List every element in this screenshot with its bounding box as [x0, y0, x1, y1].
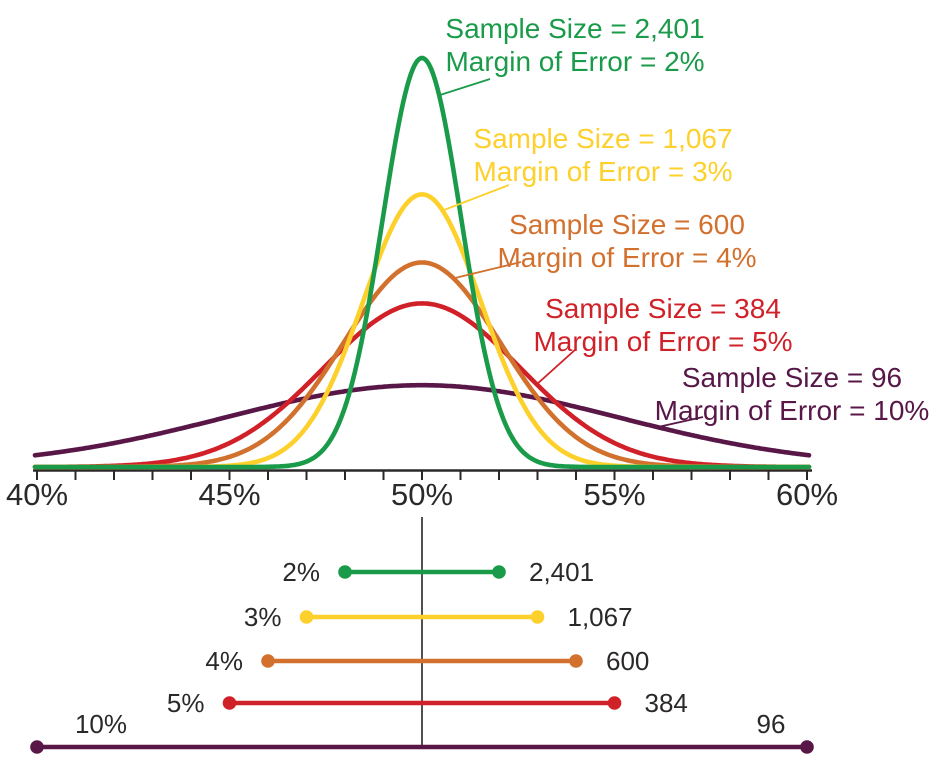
interval-moe-label-4pct: 4%	[205, 646, 243, 676]
annotation-sample-size-text: Sample Size = 2,401	[445, 13, 705, 44]
curve-annotation-n96: Sample Size = 96 Margin of Error = 10%	[655, 361, 930, 427]
annotation-margin-of-error-text: Margin of Error = 2%	[445, 46, 705, 77]
interval-dot-left	[261, 654, 275, 668]
annotation-sample-size-text: Sample Size = 1,067	[473, 123, 733, 154]
x-tick-label-60: 60%	[775, 477, 839, 512]
curve-annotation-n2401: Sample Size = 2,401 Margin of Error = 2%	[445, 12, 704, 78]
annotation-leader-line	[657, 416, 704, 428]
interval-dot-right	[530, 610, 545, 624]
annotation-sample-size-text: Sample Size = 600	[509, 209, 745, 240]
interval-dot-left	[299, 610, 314, 624]
annotation-margin-of-error-text: Margin of Error = 4%	[497, 242, 757, 273]
curve-annotation-n384: Sample Size = 384 Margin of Error = 5%	[533, 292, 792, 358]
annotation-leader-line	[443, 184, 510, 211]
annotation-sample-size-text: Sample Size = 96	[681, 362, 903, 393]
interval-dot-left	[222, 696, 237, 710]
interval-dot-right	[800, 740, 814, 754]
curve-annotation-n600: Sample Size = 600 Margin of Error = 4%	[497, 208, 756, 274]
annotation-margin-of-error-text: Margin of Error = 5%	[533, 326, 793, 357]
interval-dot-right	[569, 654, 583, 668]
annotation-leader-line	[454, 261, 522, 279]
interval-moe-label-3pct: 3%	[243, 602, 282, 632]
annotation-margin-of-error-text: Margin of Error = 10%	[654, 395, 930, 426]
x-tick-label-40: 40%	[5, 477, 69, 512]
interval-moe-label-10pct: 10%	[74, 709, 128, 739]
annotation-sample-size-text: Sample Size = 384	[545, 293, 781, 324]
x-tick-label-50: 50%	[390, 477, 454, 512]
distribution-curve-n384	[32, 301, 812, 470]
interval-dot-right	[607, 696, 622, 710]
interval-size-label-1067: 1,067	[567, 602, 633, 632]
interval-dot-left	[30, 740, 44, 754]
distribution-curve-n96	[32, 382, 812, 458]
interval-size-label-96: 96	[756, 709, 786, 739]
curve-annotation-n1067: Sample Size = 1,067 Margin of Error = 3%	[473, 122, 732, 188]
annotation-leader-line	[535, 348, 577, 386]
interval-size-label-384: 384	[644, 688, 688, 718]
interval-dot-left	[338, 565, 352, 579]
annotation-margin-of-error-text: Margin of Error = 3%	[473, 156, 733, 187]
interval-moe-label-2pct: 2%	[282, 557, 320, 587]
annotation-leader-line	[439, 78, 491, 96]
interval-dot-right	[492, 565, 506, 579]
distribution-curve-n2401	[32, 55, 812, 470]
interval-moe-label-5pct: 5%	[166, 688, 205, 718]
interval-size-label-2401: 2,401	[529, 557, 595, 587]
interval-size-label-600: 600	[606, 646, 650, 676]
x-tick-label-55: 55%	[583, 477, 646, 512]
x-tick-label-45: 45%	[198, 477, 261, 512]
